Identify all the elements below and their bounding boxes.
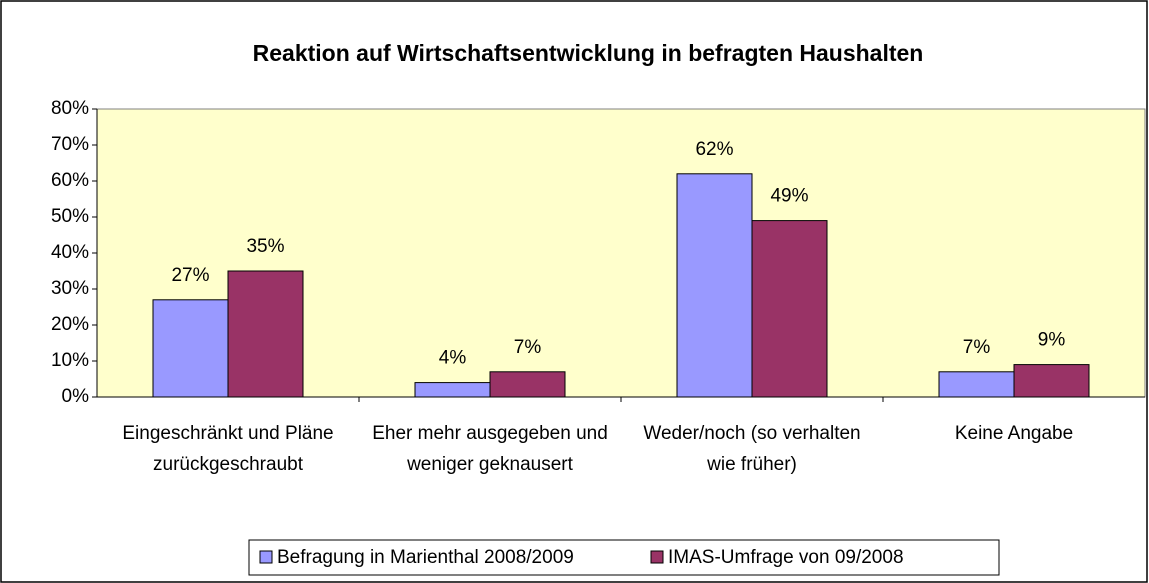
x-tick-label: Eingeschränkt und Pläne zurückgeschraubt (122, 423, 334, 475)
legend-label: IMAS-Umfrage von 09/2008 (668, 547, 904, 568)
data-label: 35% (246, 236, 284, 257)
y-tick-label: 20% (51, 314, 89, 335)
data-label: 62% (695, 139, 733, 160)
y-tick-label: 40% (51, 242, 89, 263)
chart-title: Reaktion auf Wirtschaftsentwicklung in b… (253, 40, 924, 66)
legend-box (248, 539, 1000, 576)
y-tick-label: 50% (51, 206, 89, 227)
legend-swatch (259, 550, 273, 564)
data-label: 27% (171, 265, 209, 286)
bar (414, 382, 491, 398)
y-tick-label: 60% (51, 170, 89, 191)
y-tick-label: 10% (51, 350, 89, 371)
bar (938, 371, 1015, 398)
y-tick-label: 70% (51, 134, 89, 155)
legend-label: Befragung in Marienthal 2008/2009 (277, 547, 574, 568)
data-label: 49% (770, 186, 808, 207)
data-label: 7% (963, 337, 991, 358)
bar (489, 371, 566, 398)
y-tick-label: 80% (51, 98, 89, 119)
x-tick-label: Eher mehr ausgegeben und weniger geknaus… (372, 423, 608, 475)
y-tick-label: 0% (62, 386, 90, 407)
y-tick-label: 30% (51, 278, 89, 299)
x-tick-label: Keine Angabe (954, 423, 1074, 444)
data-label: 7% (514, 337, 542, 358)
bar (152, 299, 229, 398)
data-label: 9% (1038, 330, 1066, 351)
bar (676, 173, 753, 398)
bar (227, 270, 304, 398)
bar (1013, 364, 1090, 398)
bar (751, 220, 828, 398)
data-label: 4% (439, 348, 467, 369)
x-tick-label: Weder/noch (so verhalten wie früher) (643, 423, 861, 475)
legend-swatch (650, 550, 664, 564)
